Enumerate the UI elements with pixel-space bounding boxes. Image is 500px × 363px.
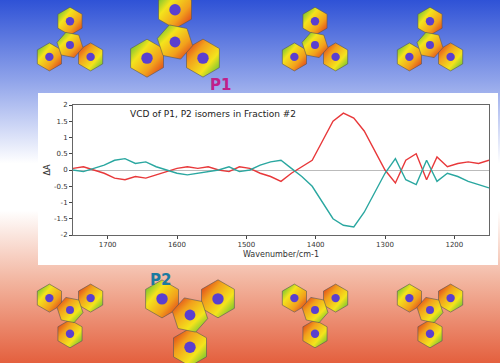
svg-text:-1: -1: [61, 199, 68, 207]
svg-text:1700: 1700: [99, 241, 117, 249]
svg-text:1200: 1200: [445, 241, 463, 249]
svg-text:1.5: 1.5: [56, 118, 67, 126]
svg-text:ΔA: ΔA: [43, 164, 52, 175]
svg-text:0.5: 0.5: [56, 150, 67, 158]
svg-text:1500: 1500: [237, 241, 255, 249]
svg-text:1600: 1600: [168, 241, 186, 249]
svg-text:1300: 1300: [376, 241, 394, 249]
svg-text:2: 2: [63, 101, 67, 109]
svg-text:-1.5: -1.5: [54, 215, 68, 223]
svg-text:1: 1: [63, 134, 67, 142]
svg-text:VCD of P1, P2 isomers in Fract: VCD of P1, P2 isomers in Fraction #2: [130, 109, 296, 119]
svg-text:P1: P1: [210, 76, 231, 94]
svg-text:Wavenumber/cm-1: Wavenumber/cm-1: [243, 250, 319, 259]
svg-text:P2: P2: [150, 271, 171, 289]
svg-text:-0.5: -0.5: [54, 183, 68, 191]
svg-text:-2: -2: [61, 231, 68, 239]
svg-text:0: 0: [63, 166, 67, 174]
svg-text:1400: 1400: [307, 241, 325, 249]
